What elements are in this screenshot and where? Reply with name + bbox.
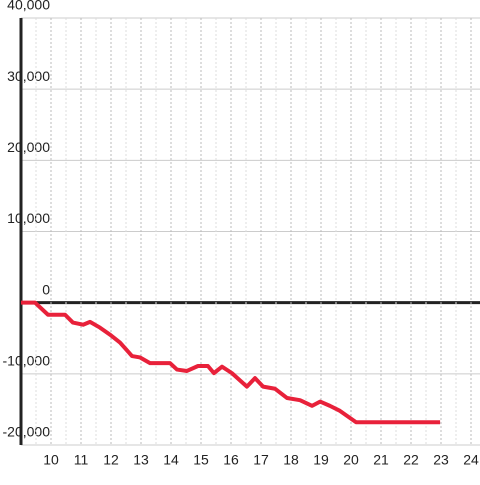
x-tick-label: 12 <box>103 452 119 468</box>
x-tick-label: 18 <box>283 452 299 468</box>
x-tick-label: 11 <box>74 452 89 468</box>
x-tick-label: 17 <box>253 452 269 468</box>
x-tick-label: 10 <box>43 452 59 468</box>
y-tick-label: -20,000 <box>3 424 51 440</box>
x-tick-label: 15 <box>193 452 209 468</box>
x-tick-label: 23 <box>433 452 449 468</box>
y-tick-label: 30,000 <box>7 68 50 84</box>
data-line <box>21 300 441 425</box>
x-tick-label: 13 <box>133 452 149 468</box>
x-tick-label: 16 <box>223 452 239 468</box>
y-tick-label: 10,000 <box>7 210 50 226</box>
y-tick-label: -10,000 <box>3 353 51 369</box>
x-tick-label: 22 <box>403 452 419 468</box>
y-tick-label: 0 <box>42 281 50 297</box>
x-tick-label: 20 <box>343 452 359 468</box>
y-tick-label: 20,000 <box>7 139 50 155</box>
x-tick-label: 21 <box>373 452 389 468</box>
x-tick-label: 24 <box>463 452 479 468</box>
x-tick-label: 14 <box>163 452 179 468</box>
x-tick-label: 19 <box>313 452 329 468</box>
y-tick-label: 40,000 <box>7 0 50 13</box>
